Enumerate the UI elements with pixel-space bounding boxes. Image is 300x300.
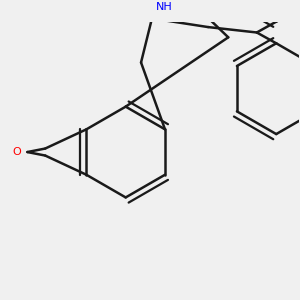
Text: O: O <box>12 147 21 157</box>
Text: NH: NH <box>156 2 173 12</box>
